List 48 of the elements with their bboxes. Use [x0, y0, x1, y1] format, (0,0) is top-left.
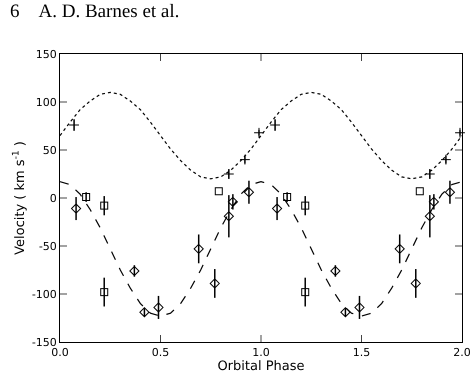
point — [254, 127, 264, 138]
point — [354, 302, 365, 312]
point — [224, 211, 234, 222]
point — [129, 266, 140, 276]
point — [301, 202, 310, 210]
point — [330, 266, 340, 276]
point — [194, 244, 204, 254]
point — [283, 193, 292, 202]
x-axis-title: Orbital Phase — [217, 359, 305, 374]
y-tick-label: -100 — [32, 288, 57, 301]
point — [240, 154, 250, 165]
point — [424, 211, 435, 222]
point — [82, 193, 90, 202]
point — [454, 127, 466, 138]
point — [244, 187, 254, 198]
point — [270, 120, 280, 130]
point — [210, 278, 220, 288]
point — [301, 288, 310, 296]
x-tick-label: 1.5 — [352, 346, 370, 360]
point — [428, 196, 439, 207]
x-tick-label: 0.0 — [51, 346, 69, 360]
x-tick-label: 0.5 — [152, 346, 170, 360]
x-tick-label: 2.0 — [453, 346, 471, 360]
point — [444, 187, 455, 198]
point — [153, 302, 164, 312]
x-tick-label: 1.0 — [252, 346, 270, 360]
y-tick-label: 100 — [36, 96, 57, 109]
point — [424, 168, 436, 180]
y-tick-label: -50 — [38, 240, 57, 253]
point — [416, 187, 424, 196]
point — [440, 154, 452, 165]
point — [100, 202, 108, 210]
point — [340, 307, 350, 318]
point — [139, 307, 150, 318]
point — [272, 204, 282, 214]
point — [214, 187, 223, 196]
point — [100, 288, 108, 296]
point — [410, 278, 421, 288]
y-tick-label: 50 — [42, 144, 57, 157]
point — [223, 168, 234, 180]
point — [394, 244, 405, 254]
point — [228, 196, 238, 207]
point — [68, 120, 80, 130]
text: 6 A. D. Barnes et al. — [10, 1, 180, 22]
y-tick-label: -150 — [32, 336, 57, 349]
y-tick-label: 150 — [36, 48, 57, 61]
y-tick-label: 0 — [50, 192, 57, 205]
point — [71, 204, 82, 214]
